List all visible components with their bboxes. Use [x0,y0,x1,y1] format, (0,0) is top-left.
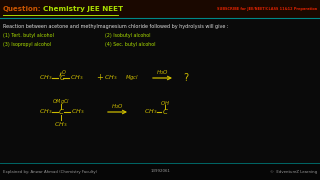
Text: $\mathit{C}$: $\mathit{C}$ [58,107,64,116]
Text: ?: ? [183,73,188,83]
Text: $\mathit{C}$: $\mathit{C}$ [59,73,66,82]
Text: +: + [96,73,103,82]
Text: $\mathit{OH}$: $\mathit{OH}$ [160,99,170,107]
Text: 13992061: 13992061 [150,170,170,174]
Text: $\mathit{CH_3}$: $\mathit{CH_3}$ [104,74,117,82]
Text: $\mathit{OMgCl}$: $\mathit{OMgCl}$ [52,96,70,105]
Text: Explained by: Anwar Ahmad (Chemistry Faculty): Explained by: Anwar Ahmad (Chemistry Fac… [3,170,97,174]
Text: $\mathit{CH_3}$: $\mathit{CH_3}$ [39,107,52,116]
Bar [0,0,320,18]
Text: $\mathit{CH_3}$: $\mathit{CH_3}$ [71,107,84,116]
Text: Reaction between acetone and methylmagnesium chloride followed by hydrolysis wil: Reaction between acetone and methylmagne… [3,24,228,29]
Text: (1) Tert. butyl alcohol: (1) Tert. butyl alcohol [3,33,54,38]
Text: $\mathit{H_2O}$: $\mathit{H_2O}$ [111,103,124,111]
Text: Chemistry JEE NEET: Chemistry JEE NEET [43,6,123,12]
Text: (4) Sec. butyl alcohol: (4) Sec. butyl alcohol [105,42,156,47]
Text: $\mathit{CH_3}$: $\mathit{CH_3}$ [54,121,68,129]
Bar [0,163,320,180]
Text: $\mathit{Mgcl}$: $\mathit{Mgcl}$ [125,73,139,82]
Text: (2) Isobutyl alcohol: (2) Isobutyl alcohol [105,33,150,38]
Text: $\mathit{CH_3}$: $\mathit{CH_3}$ [70,74,84,82]
Text: SUBSCRIBE for JEE/NEET/CLASS 11&12 Preparation: SUBSCRIBE for JEE/NEET/CLASS 11&12 Prepa… [217,7,317,11]
Text: $\mathit{C}$: $\mathit{C}$ [162,107,168,116]
Text: $\mathit{H_2O}$: $\mathit{H_2O}$ [156,69,168,77]
Text: ©  EdventureZ Learning: © EdventureZ Learning [270,170,317,174]
Text: (3) Isopropyl alcohol: (3) Isopropyl alcohol [3,42,51,47]
Text: Question:: Question: [3,6,42,12]
Text: $\mathit{O}$: $\mathit{O}$ [61,68,67,76]
Text: $\mathit{CH_3}$: $\mathit{CH_3}$ [144,107,157,116]
Text: $\mathit{CH_3}$: $\mathit{CH_3}$ [39,74,52,82]
